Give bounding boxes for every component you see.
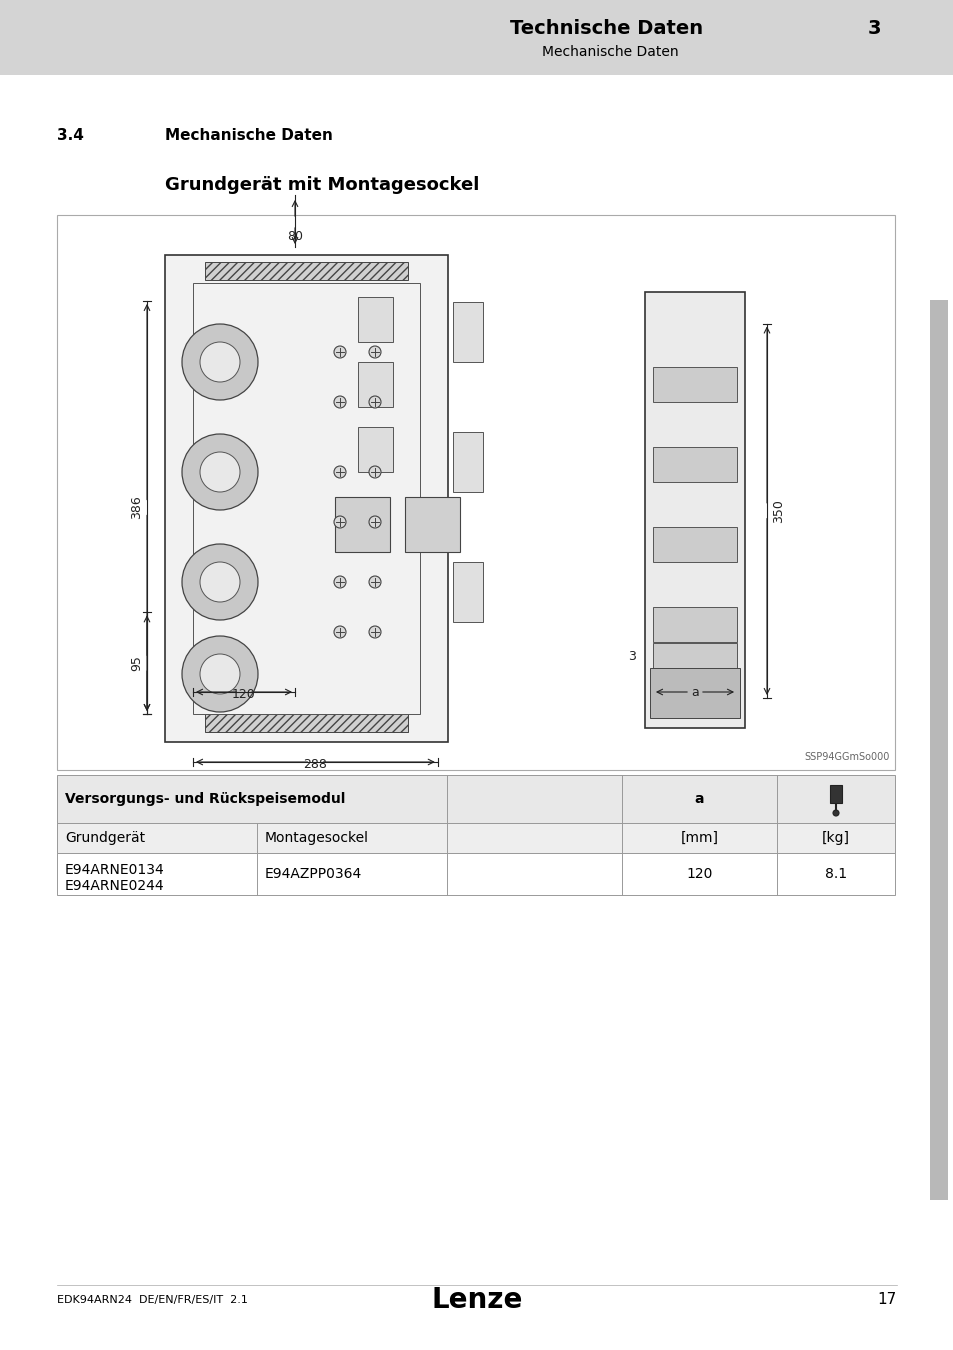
Bar [453, 562, 482, 622]
Text: Lenze: Lenze [431, 1287, 522, 1314]
Bar [652, 643, 737, 678]
Text: 288: 288 [303, 757, 327, 771]
Bar [652, 367, 737, 402]
Circle shape [334, 576, 346, 589]
Text: Versorgungs- und Rückspeisemodul: Versorgungs- und Rückspeisemodul [65, 792, 345, 806]
Circle shape [200, 562, 240, 602]
Circle shape [334, 626, 346, 639]
Bar [453, 302, 482, 362]
Bar [929, 300, 947, 1200]
Bar [405, 497, 459, 552]
Text: EDK94ARN24  DE/EN/FR/ES/IT  2.1: EDK94ARN24 DE/EN/FR/ES/IT 2.1 [57, 1295, 248, 1305]
Bar [829, 784, 841, 803]
Circle shape [334, 396, 346, 408]
Bar [165, 255, 448, 743]
Bar [649, 668, 740, 718]
Text: Grundgerät: Grundgerät [65, 832, 145, 845]
Circle shape [182, 544, 257, 620]
Bar [357, 427, 393, 472]
Bar [357, 297, 393, 342]
Bar [357, 362, 393, 406]
Text: 120: 120 [232, 688, 255, 701]
Bar [57, 853, 894, 895]
Bar [644, 292, 744, 728]
Circle shape [334, 516, 346, 528]
Circle shape [182, 324, 257, 400]
Circle shape [369, 516, 380, 528]
Circle shape [182, 433, 257, 510]
Text: a: a [694, 792, 703, 806]
Text: 350: 350 [771, 498, 784, 522]
Circle shape [200, 452, 240, 491]
Text: 120: 120 [685, 867, 712, 882]
Bar [0, 0, 953, 76]
Text: E94ARNE0134: E94ARNE0134 [65, 863, 165, 878]
Circle shape [334, 466, 346, 478]
Bar [652, 447, 737, 482]
Bar [205, 262, 408, 279]
Circle shape [369, 346, 380, 358]
Text: E94AZPP0364: E94AZPP0364 [265, 867, 362, 882]
Text: 17: 17 [877, 1292, 896, 1308]
Text: ⚰: ⚰ [827, 787, 842, 805]
Circle shape [369, 396, 380, 408]
Text: Technische Daten: Technische Daten [510, 19, 702, 38]
Circle shape [200, 653, 240, 694]
Circle shape [369, 626, 380, 639]
Text: [mm]: [mm] [679, 832, 718, 845]
Text: E94ARNE0244: E94ARNE0244 [65, 879, 165, 892]
Text: 3: 3 [867, 19, 881, 38]
Bar [57, 215, 894, 769]
Text: 3.4: 3.4 [57, 127, 84, 143]
Text: Montagesockel: Montagesockel [265, 832, 369, 845]
Bar [453, 432, 482, 491]
Text: [kg]: [kg] [821, 832, 849, 845]
Bar [205, 714, 408, 732]
Bar [193, 284, 419, 714]
Circle shape [832, 810, 838, 815]
Bar [652, 608, 737, 643]
Text: 3: 3 [627, 651, 636, 663]
Text: 386: 386 [130, 495, 143, 520]
Circle shape [334, 346, 346, 358]
Bar [335, 497, 390, 552]
Text: 80: 80 [287, 230, 303, 243]
Text: Mechanische Daten: Mechanische Daten [541, 45, 678, 59]
Text: SSP94GGmSo000: SSP94GGmSo000 [803, 752, 889, 761]
Circle shape [182, 636, 257, 711]
Text: a: a [690, 686, 699, 698]
Bar [57, 775, 894, 824]
Text: 95: 95 [130, 655, 143, 671]
Bar [57, 824, 894, 853]
Circle shape [369, 466, 380, 478]
Circle shape [200, 342, 240, 382]
Text: Mechanische Daten: Mechanische Daten [165, 127, 333, 143]
Text: 8.1: 8.1 [824, 867, 846, 882]
Circle shape [369, 576, 380, 589]
Bar [652, 526, 737, 562]
Text: Grundgerät mit Montagesockel: Grundgerät mit Montagesockel [165, 176, 478, 194]
